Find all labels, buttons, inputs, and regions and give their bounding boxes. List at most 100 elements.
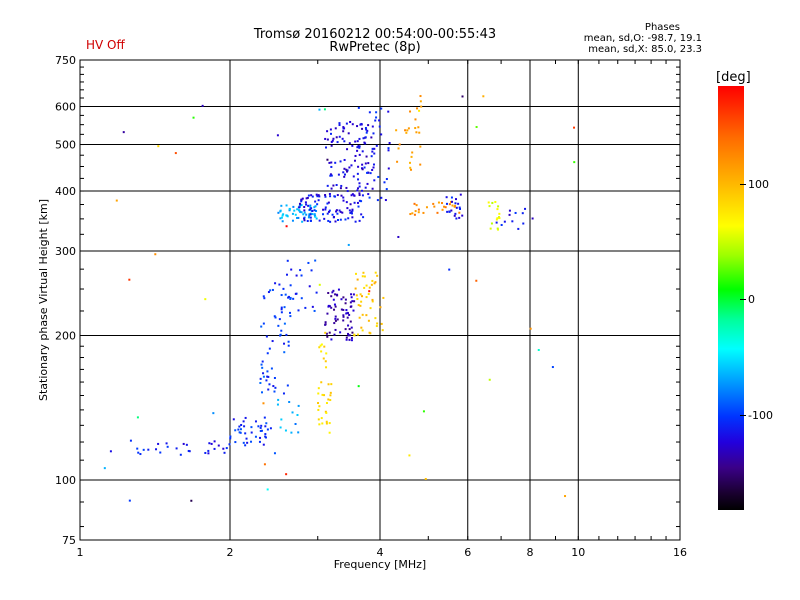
- data-point: [358, 153, 361, 156]
- data-point: [356, 189, 359, 192]
- data-point: [336, 141, 339, 144]
- data-point: [201, 104, 204, 107]
- data-point: [316, 203, 319, 206]
- data-point: [367, 193, 370, 196]
- data-point: [357, 205, 360, 208]
- data-point: [329, 132, 332, 135]
- data-point: [453, 214, 456, 217]
- data-point: [336, 293, 339, 296]
- data-point: [351, 123, 354, 126]
- data-point: [374, 317, 377, 320]
- data-point: [340, 184, 343, 187]
- data-point: [187, 449, 190, 452]
- data-point: [326, 158, 329, 161]
- data-point: [264, 425, 267, 428]
- data-point: [283, 351, 286, 354]
- data-point: [317, 408, 320, 411]
- data-point: [356, 333, 359, 336]
- data-point: [204, 298, 207, 301]
- data-point: [367, 319, 370, 322]
- data-point: [353, 201, 356, 204]
- colorbar-tick-label: -100: [748, 409, 773, 422]
- data-point: [357, 165, 360, 168]
- data-point: [259, 426, 262, 429]
- data-point: [291, 219, 294, 222]
- data-point: [417, 211, 420, 214]
- data-point: [332, 137, 335, 140]
- data-point: [441, 208, 444, 211]
- data-point: [360, 122, 363, 125]
- data-point: [259, 377, 262, 380]
- data-point: [353, 194, 356, 197]
- data-point: [288, 400, 291, 403]
- data-point: [522, 222, 525, 225]
- data-point: [385, 178, 388, 181]
- data-point: [285, 473, 288, 476]
- data-point: [496, 227, 499, 230]
- data-point: [382, 296, 385, 299]
- data-point: [517, 227, 520, 230]
- data-point: [293, 209, 296, 212]
- data-point: [326, 138, 329, 141]
- data-point: [342, 296, 345, 299]
- data-point: [280, 418, 283, 421]
- y-tick-label: 75: [62, 534, 76, 547]
- data-point: [266, 370, 269, 373]
- data-point: [327, 304, 330, 307]
- data-point: [397, 235, 400, 238]
- data-point: [282, 392, 285, 395]
- data-point: [279, 210, 282, 213]
- data-point: [361, 163, 364, 166]
- data-point: [342, 130, 345, 133]
- data-point: [310, 269, 313, 272]
- data-point: [188, 450, 191, 453]
- data-point: [289, 311, 292, 314]
- data-point: [318, 283, 321, 286]
- data-point: [368, 286, 371, 289]
- phases-o-stats: mean, sd,O: -98.7, 19.1: [583, 33, 702, 44]
- data-point: [380, 107, 383, 110]
- data-point: [409, 166, 412, 169]
- data-point: [365, 284, 368, 287]
- data-point: [333, 333, 336, 336]
- data-point: [455, 217, 458, 220]
- data-point: [326, 184, 329, 187]
- data-point: [354, 287, 357, 290]
- data-point: [372, 166, 375, 169]
- data-point: [324, 321, 327, 324]
- data-point: [371, 279, 374, 282]
- data-point: [350, 212, 353, 215]
- data-point: [280, 204, 283, 207]
- data-point: [309, 219, 312, 222]
- data-point: [353, 300, 356, 303]
- data-point: [454, 212, 457, 215]
- data-point: [415, 204, 418, 207]
- data-point: [351, 209, 354, 212]
- data-point: [343, 140, 346, 143]
- data-point: [414, 127, 417, 130]
- data-point: [309, 216, 312, 219]
- data-point: [351, 300, 354, 303]
- data-point: [334, 328, 337, 331]
- data-point: [328, 305, 331, 308]
- data-point: [330, 306, 333, 309]
- data-point: [315, 291, 318, 294]
- data-point: [387, 110, 390, 113]
- data-point: [420, 105, 423, 108]
- data-point: [306, 196, 309, 199]
- data-point: [327, 398, 330, 401]
- data-point: [175, 447, 178, 450]
- data-point: [307, 216, 310, 219]
- data-point: [332, 184, 335, 187]
- data-point: [537, 348, 540, 351]
- data-point: [454, 198, 457, 201]
- data-point: [279, 217, 282, 220]
- data-point: [266, 352, 269, 355]
- data-point: [279, 334, 282, 337]
- data-point: [280, 311, 283, 314]
- data-point: [136, 447, 139, 450]
- data-point: [300, 297, 303, 300]
- data-point: [303, 219, 306, 222]
- data-point: [531, 217, 534, 220]
